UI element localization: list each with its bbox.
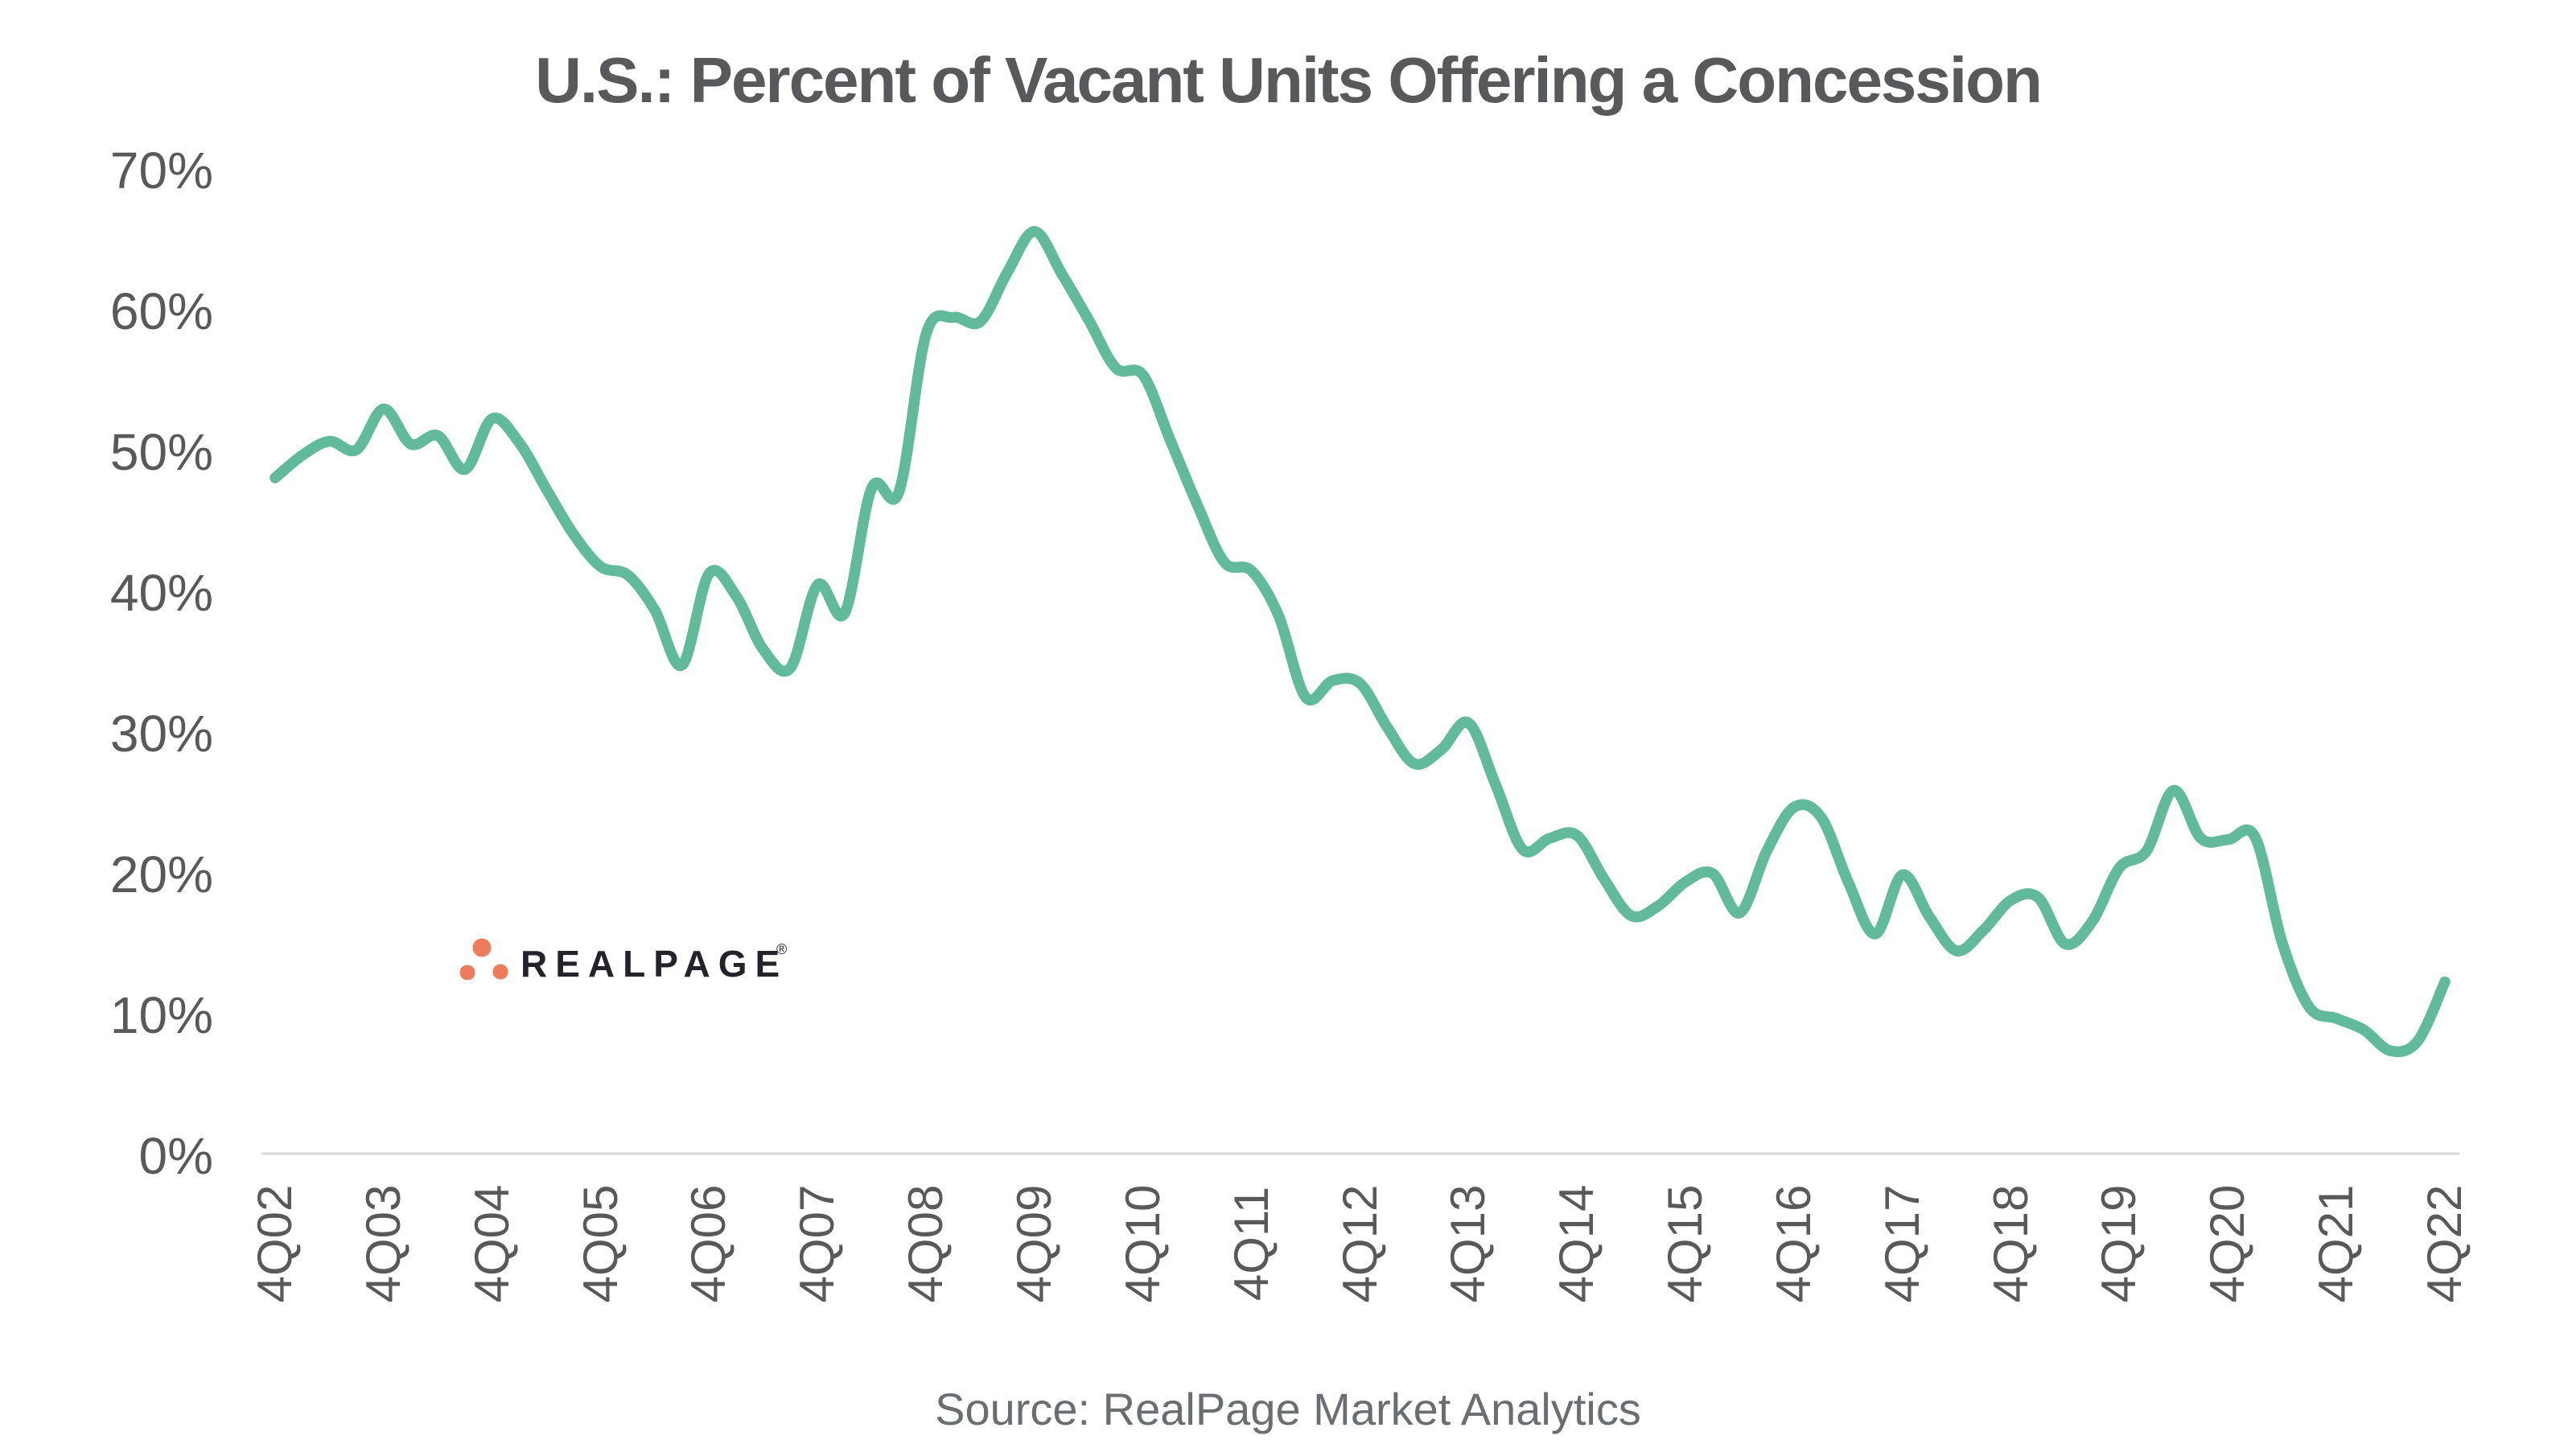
x-tick-label: 4Q19 [2092, 1184, 2146, 1303]
x-tick-label: 4Q02 [248, 1184, 302, 1303]
x-tick-label: 4Q21 [2309, 1184, 2364, 1303]
y-tick-label: 30% [109, 705, 213, 763]
x-tick-label: 4Q05 [573, 1184, 628, 1303]
realpage-logo-text: REALPAGE [521, 943, 788, 985]
x-tick-label: 4Q20 [2200, 1184, 2255, 1303]
x-tick-label: 4Q22 [2418, 1184, 2471, 1303]
x-tick-label: 4Q15 [1658, 1184, 1713, 1303]
realpage-logo-dots-icon [459, 938, 508, 980]
x-tick-label: 4Q09 [1006, 1184, 1061, 1303]
x-tick-label: 4Q13 [1441, 1184, 1496, 1303]
x-tick-label: 4Q11 [1224, 1186, 1278, 1302]
realpage-logo: REALPAGE ® [455, 933, 825, 998]
x-tick-label: 4Q16 [1766, 1184, 1821, 1303]
y-tick-label: 20% [109, 845, 213, 903]
x-tick-label: 4Q04 [464, 1184, 519, 1303]
x-tick-label: 4Q12 [1332, 1184, 1387, 1303]
y-tick-label: 40% [109, 564, 213, 622]
x-tick-label: 4Q14 [1549, 1184, 1604, 1303]
x-tick-label: 4Q08 [899, 1184, 953, 1303]
x-tick-label: 4Q03 [356, 1184, 410, 1303]
x-tick-label: 4Q18 [1983, 1184, 2038, 1303]
y-tick-label: 10% [109, 986, 213, 1044]
y-tick-label: 60% [109, 282, 213, 340]
registered-trademark-icon: ® [776, 941, 788, 957]
x-tick-label: 4Q17 [1874, 1184, 1929, 1303]
concessions-line-series [270, 226, 2450, 1058]
x-tick-label: 4Q07 [790, 1184, 845, 1303]
y-tick-label: 70% [109, 142, 213, 200]
x-tick-label: 4Q10 [1115, 1184, 1170, 1303]
x-tick-label: 4Q06 [681, 1184, 736, 1303]
y-tick-label: 0% [138, 1127, 214, 1185]
chart-title: U.S.: Percent of Vacant Units Offering a… [535, 44, 2043, 116]
source-note: Source: RealPage Market Analytics [935, 1384, 1641, 1434]
y-tick-label: 50% [109, 423, 213, 481]
